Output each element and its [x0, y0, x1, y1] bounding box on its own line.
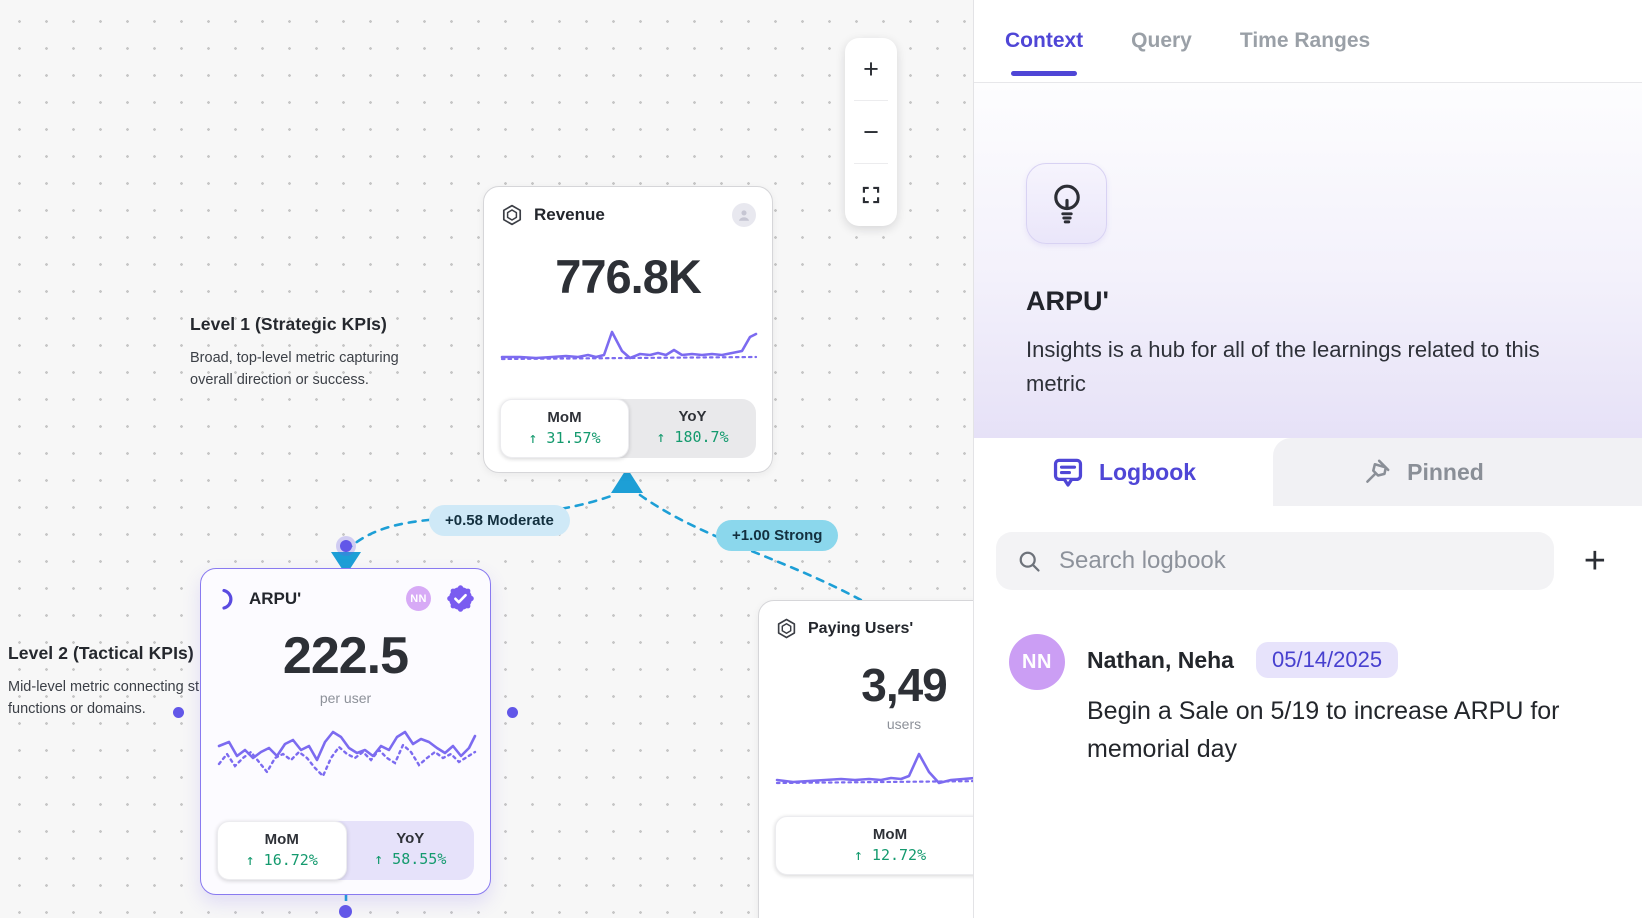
- metric-unit: per user: [319, 690, 372, 706]
- level2-description: Mid-level metric connecting strategy to …: [8, 679, 256, 717]
- mom-toggle[interactable]: MoM ↑ 31.57%: [500, 399, 629, 458]
- level2-title: Level 2 (Tactical KPIs): [8, 643, 194, 663]
- mom-toggle[interactable]: MoM ↑ 12.72%: [775, 816, 973, 875]
- connection-handle-left[interactable]: [173, 707, 184, 718]
- divider: [854, 163, 888, 164]
- fullscreen-icon: [862, 186, 880, 204]
- hexagon-metric-icon: [502, 204, 522, 226]
- card-title: Paying Users': [808, 619, 914, 637]
- metric-description: Insights is a hub for all of the learnin…: [1026, 337, 1540, 397]
- card-title: Revenue: [534, 205, 605, 224]
- insight-icon-tile: [1026, 163, 1107, 244]
- zoom-in-button[interactable]: +: [845, 38, 897, 100]
- period-toggle: MoM ↑ 31.57% YoY ↑ 180.7%: [500, 399, 756, 458]
- yoy-toggle[interactable]: YoY ↑ 58.55%: [374, 830, 447, 868]
- hexagon-metric-icon: [777, 618, 796, 639]
- tab-logbook[interactable]: Logbook: [974, 438, 1273, 506]
- metric-unit: users: [886, 716, 922, 732]
- tab-pinned[interactable]: Pinned: [1273, 438, 1642, 506]
- fit-view-button[interactable]: [845, 164, 897, 226]
- metric-card-revenue[interactable]: Revenue 776.8K MoM ↑ 31.57% YoY ↑ 180.7%: [483, 186, 773, 473]
- connection-handle-top[interactable]: [340, 540, 352, 552]
- metric-card-paying-users[interactable]: Paying Users' 3,49 users MoM ↑ 12.72%: [758, 600, 973, 918]
- pin-icon: [1366, 459, 1390, 483]
- level1-description: Broad, top-level metric capturing overal…: [190, 350, 399, 388]
- entry-text: Begin a Sale on 5/19 to increase ARPU fo…: [1087, 697, 1560, 763]
- logbook-comment-icon: [1053, 458, 1083, 487]
- correlation-badge-strong[interactable]: +1.00 Strong: [716, 520, 839, 551]
- lightbulb-icon: [1053, 184, 1080, 223]
- sparkline: [775, 752, 973, 785]
- level2-annotation: Level 2 (Tactical KPIs) Mid-level metric…: [8, 643, 256, 721]
- logbook-entry[interactable]: NN Nathan, Neha 05/14/2025 Begin a Sale …: [974, 590, 1642, 768]
- entry-date-badge: 05/14/2025: [1255, 642, 1399, 678]
- search-input[interactable]: [1059, 547, 1534, 575]
- connection-handle-bottom[interactable]: [339, 905, 352, 918]
- period-toggle: MoM ↑ 16.72% YoY ↑ 58.55%: [217, 821, 474, 880]
- connection-handle-right[interactable]: [507, 707, 518, 718]
- crescent-metric-icon: [222, 588, 233, 610]
- entry-author: Nathan, Neha: [1087, 646, 1234, 673]
- sparkline: [500, 330, 758, 361]
- level1-annotation: Level 1 (Strategic KPIs) Broad, top-leve…: [190, 314, 440, 392]
- yoy-toggle[interactable]: YoY ↑ 180.7%: [656, 408, 729, 446]
- correlation-badge-moderate[interactable]: +0.58 Moderate: [429, 505, 570, 536]
- collaborator-avatar: NN: [406, 586, 431, 611]
- metric-value: 3,49: [861, 659, 948, 711]
- active-tab-underline: [1011, 71, 1078, 76]
- sparkline: [217, 730, 477, 779]
- owner-avatar-icon: [732, 203, 756, 227]
- metric-summary-section: ARPU' Insights is a hub for all of the l…: [974, 83, 1642, 438]
- metric-value: 776.8K: [555, 250, 702, 303]
- metric-detail-panel: Context Query Time Ranges ARPU' Insights…: [973, 0, 1642, 918]
- logbook-pinned-tabs: Logbook Pinned: [974, 438, 1642, 506]
- level1-title: Level 1 (Strategic KPIs): [190, 314, 387, 334]
- metric-name: ARPU': [1026, 286, 1109, 316]
- tab-time-ranges[interactable]: Time Ranges: [1239, 29, 1371, 52]
- tab-context[interactable]: Context: [1005, 0, 1083, 82]
- panel-tab-bar: Context Query Time Ranges: [974, 0, 1642, 83]
- canvas-zoom-toolbar: + −: [845, 38, 897, 226]
- verified-check-icon: [447, 585, 474, 612]
- metric-value: 222.5: [282, 627, 409, 685]
- tab-query[interactable]: Query: [1131, 29, 1192, 52]
- metric-tree-canvas[interactable]: Level 1 (Strategic KPIs) Broad, top-leve…: [0, 0, 973, 918]
- add-logbook-entry-button[interactable]: +: [1578, 542, 1612, 580]
- entry-avatar: NN: [1009, 634, 1065, 690]
- search-icon: [1019, 551, 1040, 572]
- metric-card-arpu[interactable]: ARPU' NN 222.5 per user: [200, 568, 491, 895]
- logbook-search-row: +: [974, 506, 1642, 590]
- logbook-search-box[interactable]: [996, 532, 1554, 590]
- period-toggle: MoM ↑ 12.72%: [775, 816, 973, 875]
- card-title: ARPU': [249, 588, 302, 608]
- zoom-out-button[interactable]: −: [845, 101, 897, 163]
- divider: [854, 100, 888, 101]
- mom-toggle[interactable]: MoM ↑ 16.72%: [217, 821, 347, 880]
